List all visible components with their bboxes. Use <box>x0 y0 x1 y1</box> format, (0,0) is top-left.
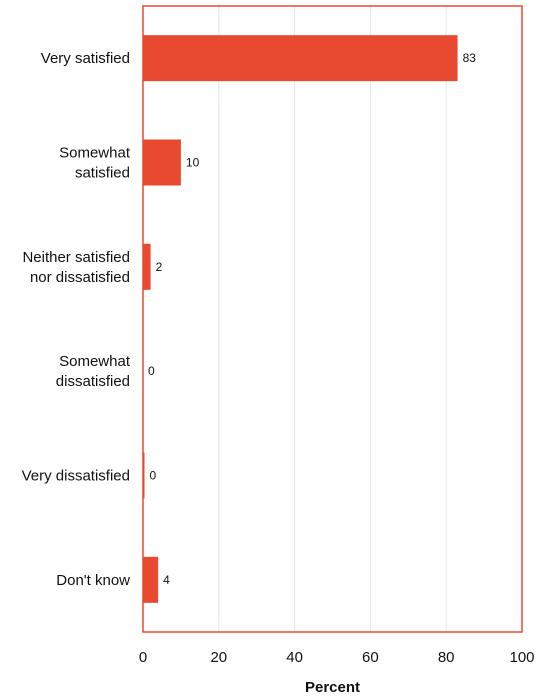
x-axis-title: Percent <box>305 679 360 696</box>
data-label-1: 10 <box>186 156 200 170</box>
category-label-4: Very dissatisfied <box>22 468 130 485</box>
x-tick-label-60: 60 <box>362 649 379 666</box>
category-label-line: nor dissatisfied <box>30 269 130 286</box>
category-label-2: Neither satisfied nor dissatisfied <box>22 249 130 286</box>
category-label-line: Don't know <box>56 572 130 589</box>
plot-frame <box>142 5 523 633</box>
x-tick-label-80: 80 <box>438 649 455 666</box>
x-tick-label-100: 100 <box>509 649 534 666</box>
data-labels: 83 10 2 0 0 4 <box>148 51 476 587</box>
category-labels: Very satisfied Somewhat satisfied Neither s… <box>22 50 131 589</box>
category-label-line: Neither satisfied <box>22 249 130 266</box>
x-tick-label-0: 0 <box>139 649 147 666</box>
bars <box>143 35 458 603</box>
category-label-5: Don't know <box>56 572 130 589</box>
data-label-3: 0 <box>148 364 155 378</box>
x-axis-ticks: 0 20 40 60 80 100 <box>139 649 535 666</box>
category-label-line: Somewhat <box>59 145 131 162</box>
category-label-line: satisfied <box>75 165 130 182</box>
data-label-0: 83 <box>463 51 477 65</box>
bar-5 <box>143 556 159 603</box>
category-label-line: dissatisfied <box>56 373 130 390</box>
gridlines <box>218 6 447 632</box>
x-tick-label-40: 40 <box>286 649 303 666</box>
data-label-5: 4 <box>163 573 170 587</box>
category-label-1: Somewhat satisfied <box>59 145 131 182</box>
bar-2 <box>143 243 151 290</box>
category-label-0: Very satisfied <box>41 50 130 67</box>
data-label-2: 2 <box>156 260 163 274</box>
category-label-3: Somewhat dissatisfied <box>56 353 131 390</box>
category-label-line: Somewhat <box>59 353 131 370</box>
bar-1 <box>143 139 181 186</box>
category-label-line: Very satisfied <box>41 50 130 67</box>
x-tick-label-20: 20 <box>210 649 227 666</box>
data-label-4: 0 <box>150 469 157 483</box>
bar-0 <box>143 35 458 82</box>
category-label-line: Very dissatisfied <box>22 468 130 485</box>
